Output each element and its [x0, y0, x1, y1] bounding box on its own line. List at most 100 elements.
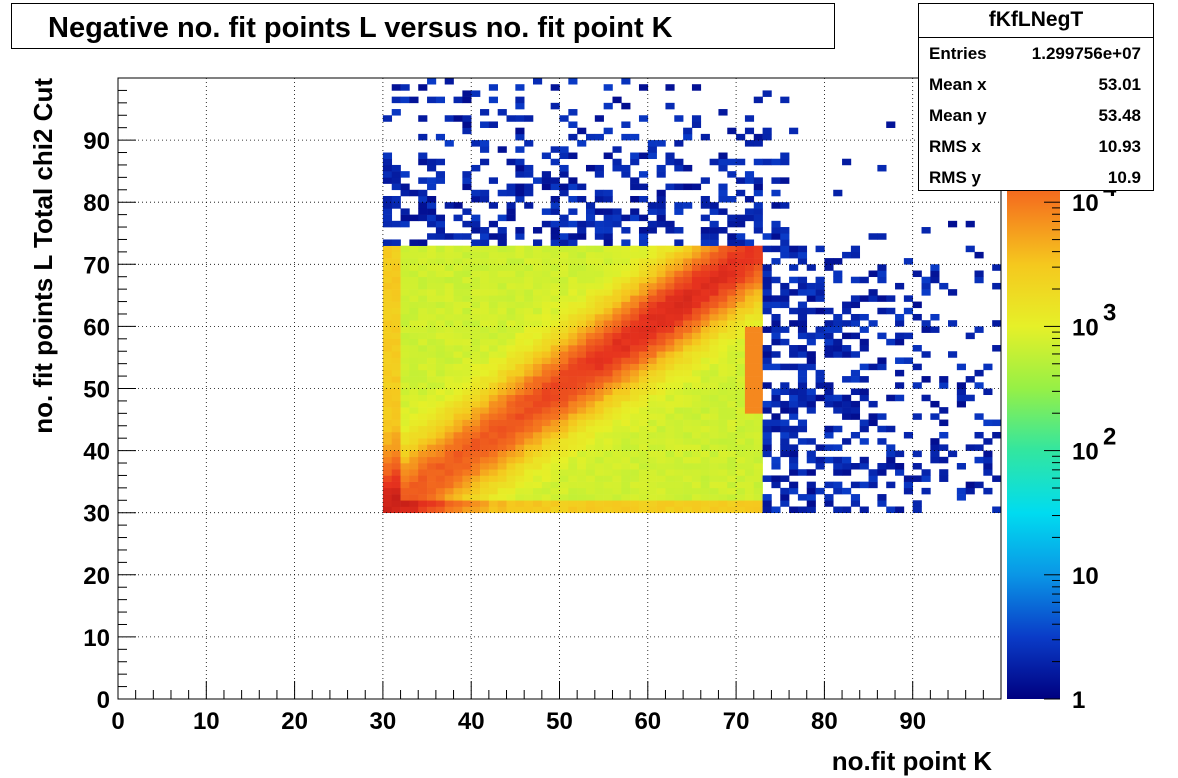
heatmap-cell [771, 295, 781, 302]
heatmap-cell [700, 313, 710, 321]
heatmap-cell [471, 301, 481, 309]
heatmap-cell [568, 438, 578, 445]
heatmap-cell [877, 469, 887, 476]
heatmap-cell [665, 313, 675, 321]
heatmap-cell [656, 487, 666, 495]
heatmap-cell [753, 444, 763, 451]
heatmap-cell [515, 456, 525, 464]
heatmap-cell [965, 220, 975, 228]
heatmap-cell [515, 326, 525, 333]
heatmap-cell [568, 419, 578, 427]
heatmap-cell [727, 264, 737, 271]
heatmap-cell [427, 388, 437, 396]
heatmap-cell [435, 245, 446, 253]
heatmap-cell [541, 413, 551, 420]
heatmap-cell [886, 425, 896, 433]
heatmap-cell [435, 177, 446, 184]
heatmap-cell [559, 307, 569, 315]
heatmap-cell [709, 388, 719, 396]
heatmap-cell [524, 388, 534, 396]
heatmap-cell [647, 258, 657, 265]
heatmap-cell [533, 245, 543, 253]
heatmap-cell [541, 289, 551, 296]
heatmap-cell [709, 239, 719, 246]
heatmap-cell [850, 295, 861, 302]
heatmap-cell [400, 475, 410, 482]
heatmap-cell [497, 227, 507, 234]
heatmap-cell [427, 320, 437, 327]
heatmap-cell [515, 494, 525, 501]
heatmap-cell [612, 208, 622, 215]
heatmap-cell [771, 320, 781, 327]
heatmap-cell [480, 264, 490, 271]
heatmap-cell [700, 295, 710, 302]
heatmap-cell [815, 282, 825, 290]
heatmap-cell [948, 320, 958, 327]
heatmap-cell [683, 450, 693, 458]
heatmap-cell [603, 487, 613, 495]
heatmap-cell [656, 382, 666, 389]
heatmap-cell [621, 382, 631, 389]
heatmap-cell [594, 463, 604, 470]
heatmap-cell [612, 96, 622, 104]
heatmap-cell [647, 313, 657, 321]
heatmap-cell [603, 481, 613, 489]
heatmap-cell [585, 332, 596, 340]
y-tick-label: 10 [83, 625, 110, 652]
heatmap-cell [471, 214, 481, 222]
heatmap-cell [638, 388, 649, 396]
heatmap-cell [453, 301, 463, 309]
heatmap-cell [612, 438, 622, 445]
heatmap-cell [462, 388, 472, 396]
heatmap-cell [418, 115, 428, 122]
heatmap-cell [471, 220, 481, 228]
heatmap-cell [541, 326, 551, 333]
heatmap-cell [391, 332, 401, 340]
heatmap-cell [427, 276, 437, 284]
heatmap-cell [656, 313, 666, 321]
heatmap-cell [762, 475, 772, 482]
heatmap-cell [674, 345, 684, 352]
heatmap-cell [559, 363, 569, 371]
heatmap-cell [762, 438, 772, 445]
heatmap-cell [550, 220, 560, 228]
heatmap-cell [700, 369, 710, 377]
heatmap-cell [877, 363, 887, 371]
heatmap-cell [480, 301, 490, 309]
heatmap-cell [762, 301, 772, 309]
heatmap-cell [780, 338, 790, 346]
heatmap-cell [638, 295, 649, 302]
heatmap-cell [930, 450, 940, 458]
heatmap-cell [568, 282, 578, 290]
heatmap-cell [480, 481, 490, 489]
heatmap-cell [515, 345, 525, 352]
heatmap-cell [506, 469, 516, 476]
heatmap-cell [744, 195, 755, 203]
heatmap-cell [709, 227, 719, 234]
heatmap-cell [780, 388, 790, 396]
heatmap-cell [638, 463, 649, 470]
heatmap-cell [815, 295, 825, 302]
heatmap-cell [471, 431, 481, 439]
heatmap-cell [400, 431, 410, 439]
heatmap-cell [533, 438, 543, 445]
heatmap-cell [630, 258, 640, 265]
heatmap-cell [515, 369, 525, 377]
heatmap-cell [515, 320, 525, 327]
heatmap-cell [533, 506, 543, 513]
heatmap-cell [524, 413, 534, 420]
heatmap-cell [497, 357, 507, 364]
heatmap-cell [409, 239, 419, 246]
heatmap-cell [727, 487, 737, 495]
heatmap-cell [391, 245, 401, 253]
heatmap-cell [506, 506, 516, 513]
heatmap-cell [674, 183, 684, 191]
heatmap-cell [674, 425, 684, 433]
heatmap-cell [797, 494, 808, 501]
heatmap-cell [594, 345, 604, 352]
heatmap-cell [691, 400, 702, 408]
heatmap-cell [585, 388, 596, 396]
heatmap-cell [859, 388, 869, 396]
heatmap-cell [533, 481, 543, 489]
heatmap-cell [594, 382, 604, 389]
